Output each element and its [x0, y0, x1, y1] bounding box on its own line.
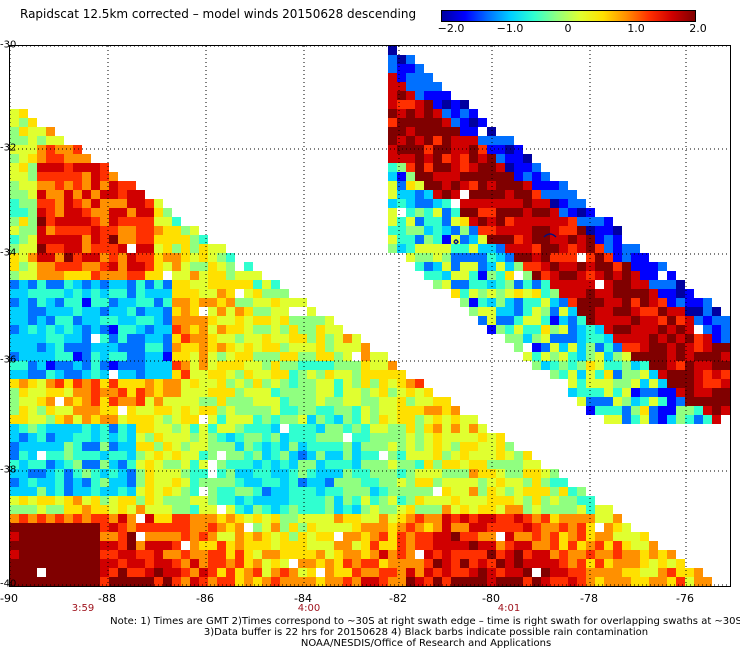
lon-label: -84	[294, 592, 312, 605]
island-outline	[543, 233, 557, 238]
note-line: 3)Data buffer is 22 hrs for 20150628 4) …	[203, 627, 649, 638]
wind-difference-map	[9, 45, 731, 587]
map-title: Rapidscat 12.5km corrected – model winds…	[20, 7, 417, 21]
colorbar-tick: −2.0	[437, 22, 465, 35]
time-label: 4:00	[297, 603, 321, 614]
note-line: Note: 1) Times are GMT 2)Times correspon…	[110, 616, 740, 627]
lon-label: -90	[0, 592, 18, 605]
note-line: NOAA/NESDIS/Office of Research and Appli…	[300, 638, 552, 649]
lat-label: -32	[0, 142, 17, 154]
time-label: 3:59	[71, 603, 95, 614]
lat-label: -30	[0, 39, 17, 51]
colorbar-tick: −1.0	[496, 22, 524, 35]
colorbar	[441, 10, 696, 22]
lat-label: -34	[0, 247, 17, 259]
lon-label: -86	[196, 592, 214, 605]
time-label: 4:01	[497, 603, 521, 614]
lon-label: -78	[580, 592, 598, 605]
lat-label: -36	[0, 354, 17, 366]
lat-label: -38	[0, 464, 17, 476]
map-canvas	[10, 46, 730, 586]
colorbar-tick: 1.0	[627, 22, 645, 35]
lon-label: -76	[676, 592, 694, 605]
colorbar-tick: 0	[564, 22, 572, 35]
lat-label: -40	[0, 578, 17, 590]
colorbar-tick: 2.0	[689, 22, 707, 35]
lon-label: -80	[482, 592, 500, 605]
lon-label: -82	[389, 592, 407, 605]
island-outline	[453, 239, 459, 245]
lon-label: -88	[98, 592, 116, 605]
